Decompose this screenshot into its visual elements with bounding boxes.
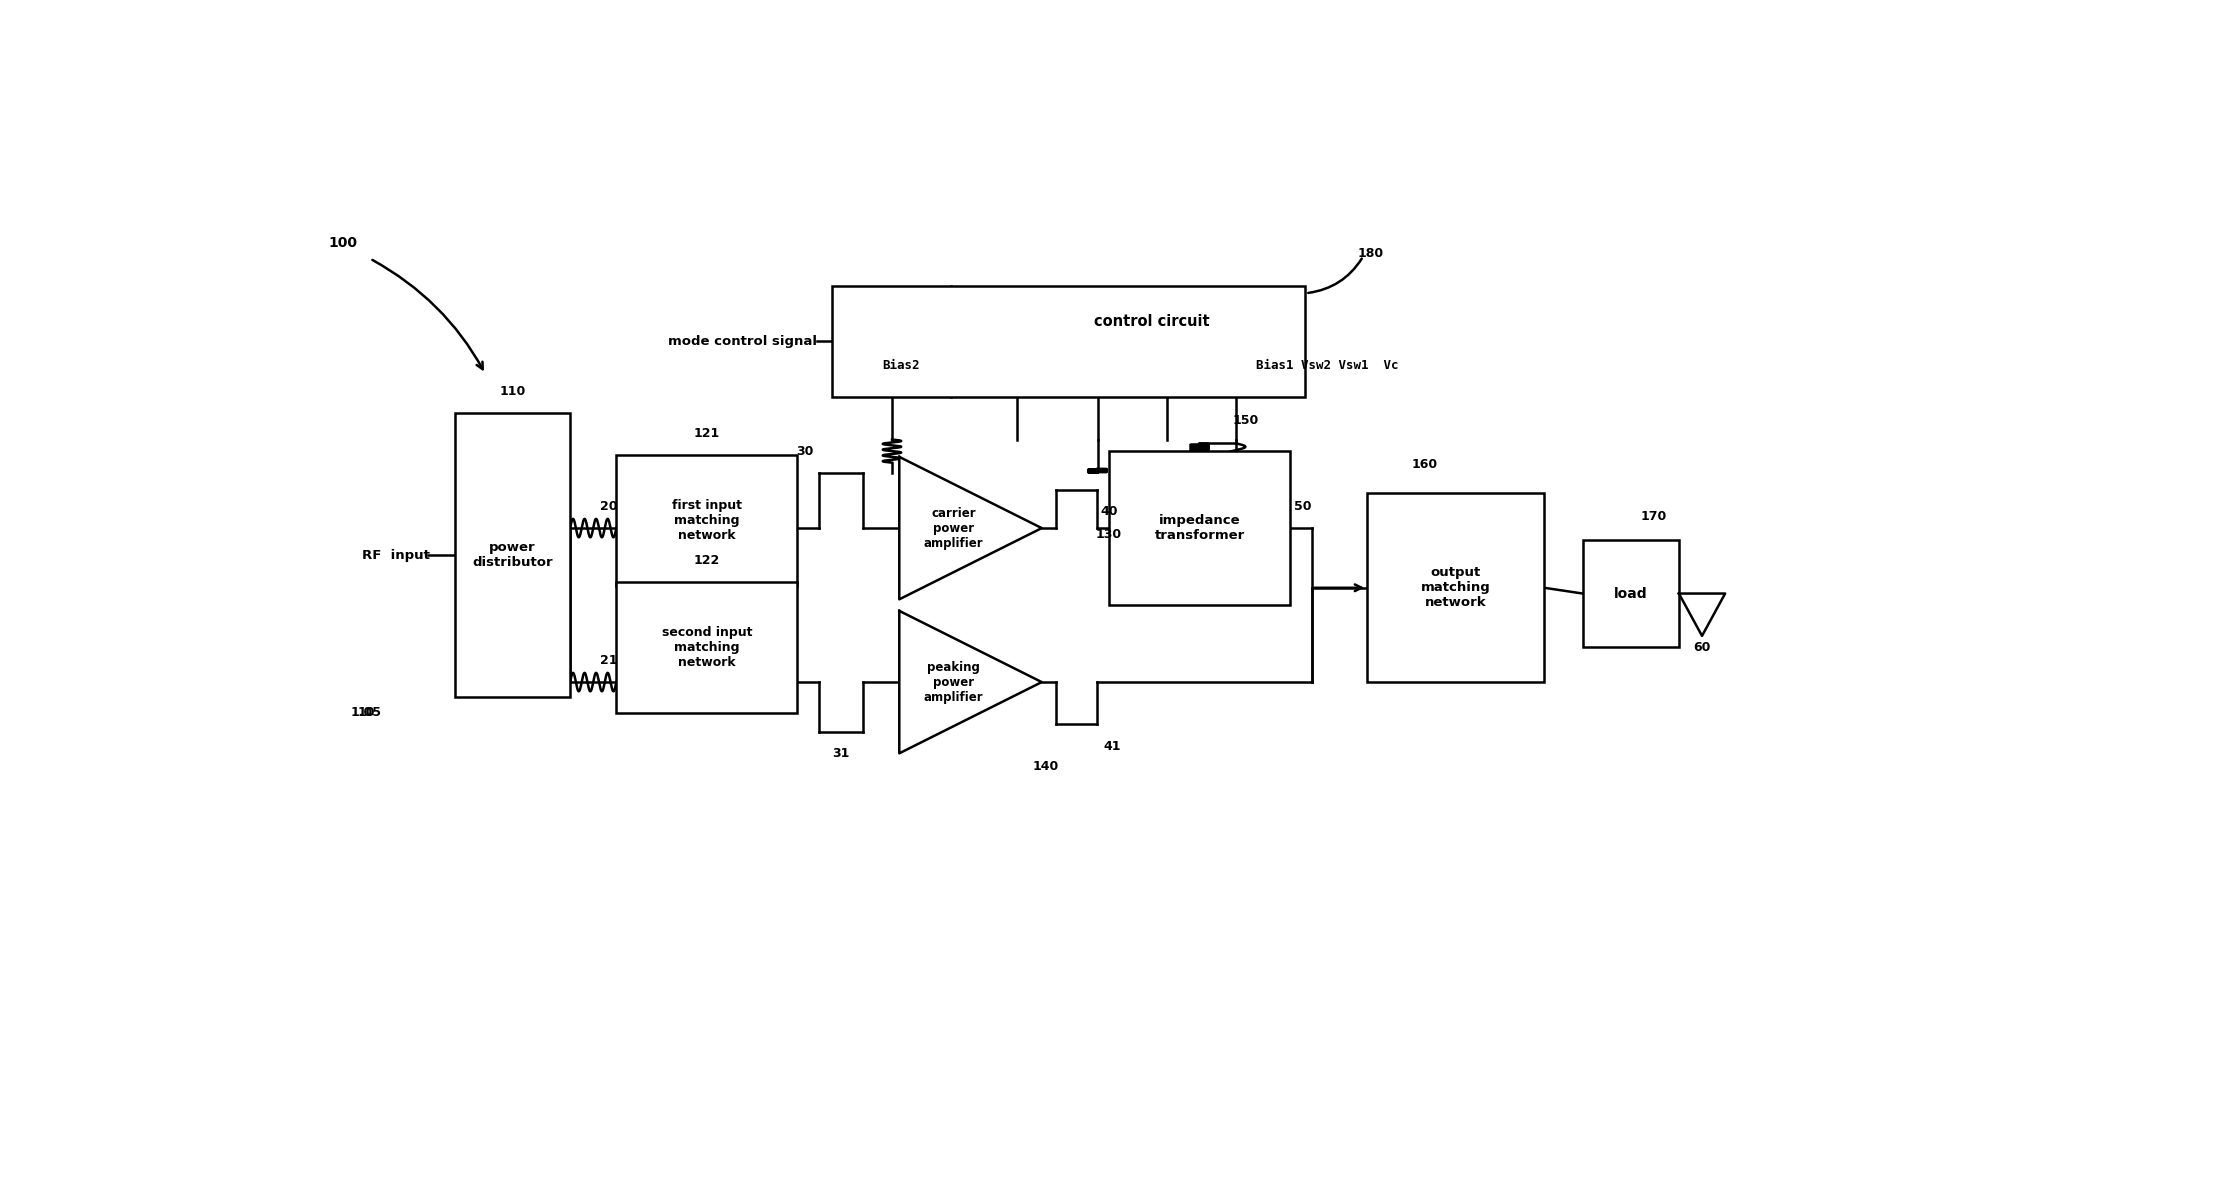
Bar bbox=[832, 286, 1306, 397]
Text: 10: 10 bbox=[358, 707, 376, 720]
Text: power
distributor: power distributor bbox=[472, 541, 553, 569]
Text: 122: 122 bbox=[693, 554, 720, 567]
Bar bbox=[1110, 451, 1291, 605]
Text: 21: 21 bbox=[600, 653, 617, 667]
Text: 40: 40 bbox=[1101, 505, 1118, 517]
Bar bbox=[1582, 540, 1680, 648]
Text: 150: 150 bbox=[1233, 414, 1259, 427]
Text: 20: 20 bbox=[600, 500, 617, 514]
Text: peaking
power
amplifier: peaking power amplifier bbox=[924, 661, 984, 703]
Polygon shape bbox=[1680, 593, 1725, 636]
Text: RF  input: RF input bbox=[362, 549, 430, 561]
Text: 140: 140 bbox=[1033, 760, 1058, 773]
Text: carrier
power
amplifier: carrier power amplifier bbox=[924, 506, 984, 549]
Text: first input
matching
network: first input matching network bbox=[671, 499, 743, 542]
Text: 130: 130 bbox=[1096, 528, 1121, 541]
Text: control circuit: control circuit bbox=[1094, 314, 1210, 329]
Text: Bias2: Bias2 bbox=[881, 359, 919, 372]
Polygon shape bbox=[899, 611, 1042, 753]
Bar bbox=[1367, 493, 1544, 682]
Text: mode control signal: mode control signal bbox=[667, 334, 817, 347]
Bar bbox=[617, 582, 796, 713]
Text: Bias1 Vsw2 Vsw1  Vc: Bias1 Vsw2 Vsw1 Vc bbox=[1257, 359, 1398, 372]
Text: 160: 160 bbox=[1412, 458, 1438, 471]
Text: 180: 180 bbox=[1358, 247, 1385, 260]
Text: 170: 170 bbox=[1640, 510, 1667, 523]
Text: 50: 50 bbox=[1293, 500, 1311, 514]
Polygon shape bbox=[899, 457, 1042, 599]
Text: 121: 121 bbox=[693, 427, 720, 440]
Text: 41: 41 bbox=[1103, 740, 1121, 752]
Text: 100: 100 bbox=[329, 236, 358, 250]
Text: 110: 110 bbox=[499, 384, 526, 397]
Text: 1.05: 1.05 bbox=[351, 707, 383, 720]
Text: 31: 31 bbox=[832, 747, 850, 760]
Text: output
matching
network: output matching network bbox=[1420, 566, 1490, 610]
Text: load: load bbox=[1613, 587, 1649, 600]
Text: 30: 30 bbox=[796, 445, 814, 458]
Bar bbox=[617, 455, 796, 586]
Bar bbox=[454, 413, 570, 697]
Text: 60: 60 bbox=[1693, 640, 1711, 653]
Text: second input
matching
network: second input matching network bbox=[662, 626, 752, 669]
Text: impedance
transformer: impedance transformer bbox=[1154, 514, 1244, 542]
